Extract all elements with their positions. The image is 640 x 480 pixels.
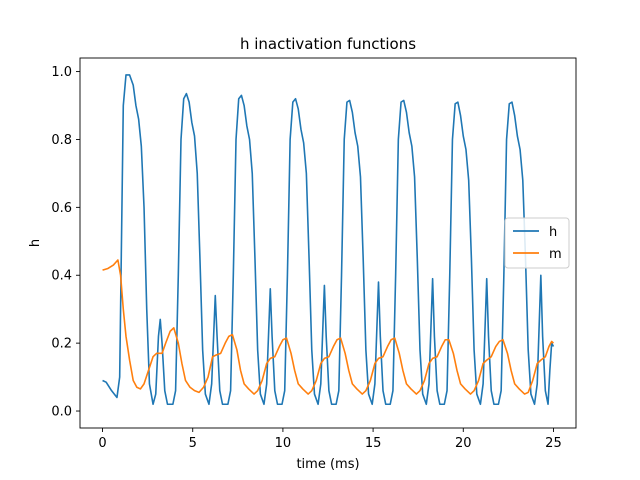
plot-area xyxy=(79,57,577,429)
y-axis: 0.0 0.2 0.4 0.6 0.8 1.0 xyxy=(51,65,80,420)
x-tick-label: 25 xyxy=(545,436,562,451)
x-axis: 0 5 10 15 20 25 xyxy=(98,428,562,451)
series-line-m xyxy=(102,259,554,395)
legend-label-m: m xyxy=(549,247,562,262)
x-tick-label: 10 xyxy=(275,436,292,451)
y-tick-label: 0.0 xyxy=(51,405,72,420)
x-tick-label: 15 xyxy=(365,436,382,451)
axes-frame xyxy=(79,57,577,429)
legend: hm xyxy=(504,217,570,269)
y-tick-label: 0.4 xyxy=(51,269,72,284)
series-line-h xyxy=(102,74,555,406)
y-tick-label: 0.6 xyxy=(51,201,72,216)
chart-title: h inactivation functions xyxy=(240,35,416,53)
y-tick-label: 0.8 xyxy=(51,133,72,148)
y-tick-label: 0.2 xyxy=(51,337,72,352)
y-axis-label: h xyxy=(28,239,43,247)
x-tick-label: 5 xyxy=(189,436,197,451)
x-tick-label: 0 xyxy=(98,436,106,451)
legend-label-h: h xyxy=(549,225,557,240)
x-tick-label: 20 xyxy=(455,436,472,451)
y-tick-label: 1.0 xyxy=(51,65,72,80)
x-axis-label: time (ms) xyxy=(296,457,359,472)
